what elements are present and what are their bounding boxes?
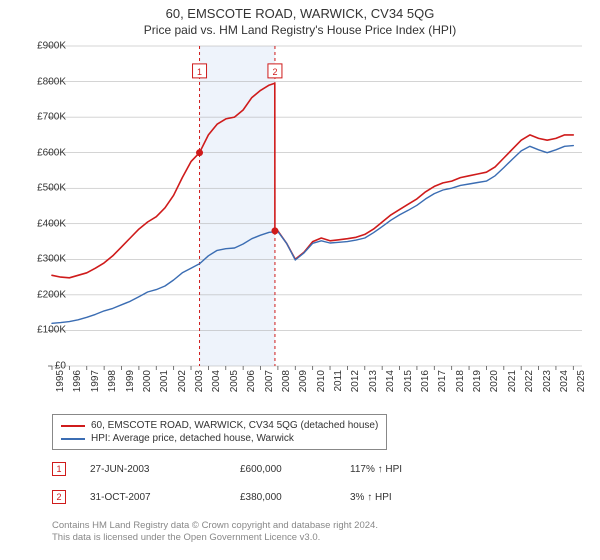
x-tick-label: 2018 <box>455 370 466 392</box>
sale-pct: 117% ↑ HPI <box>350 464 460 475</box>
x-tick-label: 2016 <box>420 370 431 392</box>
x-tick-label: 2005 <box>229 370 240 392</box>
x-tick-label: 2022 <box>524 370 535 392</box>
sale-price: £600,000 <box>240 464 350 475</box>
y-tick-label: £600K <box>37 147 66 158</box>
y-tick-label: £900K <box>37 41 66 52</box>
license-line: This data is licensed under the Open Gov… <box>52 532 378 544</box>
x-tick-label: 2004 <box>211 370 222 392</box>
x-tick-label: 1998 <box>107 370 118 392</box>
legend-swatch <box>61 438 85 440</box>
x-tick-label: 1996 <box>72 370 83 392</box>
sale-price: £380,000 <box>240 492 350 503</box>
y-tick-label: £200K <box>37 289 66 300</box>
x-tick-label: 2010 <box>316 370 327 392</box>
sale-row: 1 27-JUN-2003 £600,000 117% ↑ HPI <box>52 462 460 476</box>
x-tick-label: 1999 <box>125 370 136 392</box>
x-tick-label: 2019 <box>472 370 483 392</box>
x-tick-label: 2003 <box>194 370 205 392</box>
svg-text:2: 2 <box>272 67 277 77</box>
y-tick-label: £300K <box>37 254 66 265</box>
x-tick-label: 2014 <box>385 370 396 392</box>
x-tick-label: 2024 <box>559 370 570 392</box>
chart-plot-area: 12 <box>52 46 582 366</box>
x-tick-label: 2015 <box>403 370 414 392</box>
x-tick-label: 2023 <box>542 370 553 392</box>
license-line: Contains HM Land Registry data © Crown c… <box>52 520 378 532</box>
license-text: Contains HM Land Registry data © Crown c… <box>52 520 378 545</box>
x-tick-label: 2007 <box>264 370 275 392</box>
y-tick-label: £700K <box>37 112 66 123</box>
x-tick-label: 2006 <box>246 370 257 392</box>
y-tick-label: £500K <box>37 183 66 194</box>
sale-marker-icon: 1 <box>52 462 66 476</box>
x-tick-label: 1995 <box>55 370 66 392</box>
sale-date: 31-OCT-2007 <box>90 492 240 503</box>
legend-item: 60, EMSCOTE ROAD, WARWICK, CV34 5QG (det… <box>61 419 378 432</box>
x-tick-label: 2025 <box>576 370 587 392</box>
x-tick-label: 2009 <box>298 370 309 392</box>
x-tick-label: 2012 <box>350 370 361 392</box>
legend-item: HPI: Average price, detached house, Warw… <box>61 432 378 445</box>
x-tick-label: 2017 <box>437 370 448 392</box>
x-tick-label: 2021 <box>507 370 518 392</box>
chart-container: 60, EMSCOTE ROAD, WARWICK, CV34 5QG Pric… <box>0 0 600 560</box>
y-tick-label: £100K <box>37 325 66 336</box>
svg-text:1: 1 <box>197 67 202 77</box>
x-tick-label: 2000 <box>142 370 153 392</box>
sale-marker-icon: 2 <box>52 490 66 504</box>
legend: 60, EMSCOTE ROAD, WARWICK, CV34 5QG (det… <box>52 414 387 450</box>
title-sub: Price paid vs. HM Land Registry's House … <box>0 23 600 37</box>
x-tick-label: 1997 <box>90 370 101 392</box>
sale-pct: 3% ↑ HPI <box>350 492 460 503</box>
x-tick-label: 2008 <box>281 370 292 392</box>
x-tick-label: 2001 <box>159 370 170 392</box>
legend-label: 60, EMSCOTE ROAD, WARWICK, CV34 5QG (det… <box>91 420 378 431</box>
sale-row: 2 31-OCT-2007 £380,000 3% ↑ HPI <box>52 490 460 504</box>
title-block: 60, EMSCOTE ROAD, WARWICK, CV34 5QG Pric… <box>0 0 600 37</box>
y-tick-label: £400K <box>37 218 66 229</box>
sale-date: 27-JUN-2003 <box>90 464 240 475</box>
legend-label: HPI: Average price, detached house, Warw… <box>91 433 294 444</box>
x-tick-label: 2011 <box>333 370 344 392</box>
y-tick-label: £800K <box>37 76 66 87</box>
x-tick-label: 2020 <box>489 370 500 392</box>
legend-swatch <box>61 425 85 427</box>
x-tick-label: 2013 <box>368 370 379 392</box>
x-tick-label: 2002 <box>177 370 188 392</box>
chart-svg: 12 <box>52 46 582 366</box>
title-main: 60, EMSCOTE ROAD, WARWICK, CV34 5QG <box>0 6 600 21</box>
